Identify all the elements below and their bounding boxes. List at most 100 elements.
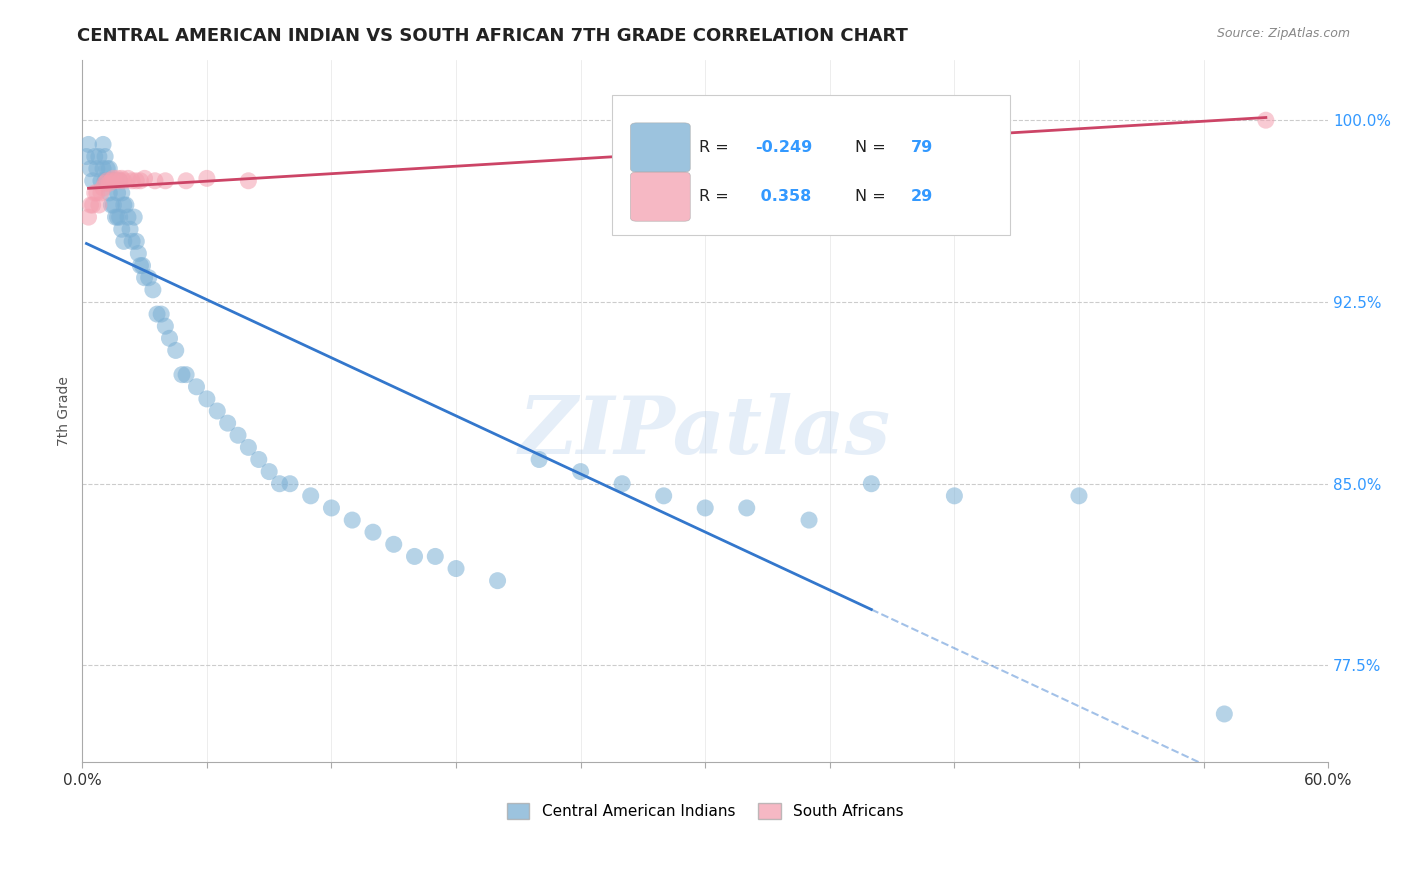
Point	[527, 452, 550, 467]
Text: N =: N =	[855, 189, 890, 204]
Point	[121, 235, 143, 249]
Point	[207, 404, 229, 418]
Point	[87, 149, 110, 163]
Text: N =: N =	[855, 140, 890, 155]
FancyBboxPatch shape	[630, 123, 690, 172]
Point	[86, 186, 108, 200]
Point	[131, 259, 153, 273]
Point	[108, 174, 131, 188]
Point	[82, 174, 104, 188]
Point	[79, 161, 101, 176]
Point	[444, 561, 467, 575]
Point	[96, 174, 118, 188]
Point	[195, 171, 218, 186]
Point	[108, 210, 131, 224]
Point	[269, 476, 291, 491]
Point	[299, 489, 322, 503]
Point	[217, 416, 239, 430]
Point	[107, 210, 129, 224]
Point	[77, 210, 100, 224]
Point	[94, 174, 117, 188]
Point	[79, 198, 101, 212]
Point	[134, 270, 156, 285]
Legend: Central American Indians, South Africans: Central American Indians, South Africans	[501, 797, 910, 825]
Point	[404, 549, 426, 564]
Point	[150, 307, 173, 321]
Point	[83, 186, 105, 200]
Point	[159, 331, 181, 345]
Point	[155, 319, 177, 334]
Point	[127, 246, 149, 260]
Point	[569, 465, 592, 479]
Point	[695, 500, 717, 515]
Point	[107, 171, 129, 186]
Point	[238, 441, 260, 455]
Point	[342, 513, 364, 527]
Point	[91, 161, 114, 176]
Point	[146, 307, 169, 321]
Point	[278, 476, 301, 491]
Point	[321, 500, 343, 515]
Point	[174, 174, 197, 188]
Point	[1067, 489, 1090, 503]
Text: -0.249: -0.249	[755, 140, 813, 155]
Point	[117, 171, 139, 186]
Text: 29: 29	[911, 189, 934, 204]
Point	[108, 174, 131, 188]
Point	[238, 174, 260, 188]
Point	[138, 270, 160, 285]
Point	[103, 198, 125, 212]
Point	[111, 186, 134, 200]
Point	[142, 283, 165, 297]
Point	[134, 171, 156, 186]
FancyBboxPatch shape	[630, 172, 690, 221]
Point	[91, 137, 114, 152]
Point	[186, 380, 208, 394]
Point	[91, 181, 114, 195]
Point	[143, 174, 166, 188]
Text: 79: 79	[911, 140, 934, 155]
Point	[100, 174, 122, 188]
Point	[486, 574, 509, 588]
Point	[94, 149, 117, 163]
Point	[165, 343, 187, 358]
Text: CENTRAL AMERICAN INDIAN VS SOUTH AFRICAN 7TH GRADE CORRELATION CHART: CENTRAL AMERICAN INDIAN VS SOUTH AFRICAN…	[77, 27, 908, 45]
Text: Source: ZipAtlas.com: Source: ZipAtlas.com	[1216, 27, 1350, 40]
Point	[797, 513, 820, 527]
Point	[735, 500, 758, 515]
Point	[77, 137, 100, 152]
Point	[860, 476, 883, 491]
Point	[652, 489, 675, 503]
Point	[195, 392, 218, 406]
Point	[174, 368, 197, 382]
Point	[98, 161, 121, 176]
Point	[83, 149, 105, 163]
Text: R =: R =	[699, 140, 734, 155]
Point	[103, 174, 125, 188]
Point	[122, 210, 145, 224]
Text: R =: R =	[699, 189, 734, 204]
Point	[104, 174, 127, 188]
Point	[361, 525, 384, 540]
Point	[117, 210, 139, 224]
Point	[257, 465, 280, 479]
Point	[98, 176, 121, 190]
Point	[103, 171, 125, 186]
Text: 0.358: 0.358	[755, 189, 811, 204]
Point	[247, 452, 270, 467]
Point	[1213, 706, 1236, 721]
Point	[90, 186, 112, 200]
Point	[382, 537, 405, 551]
Point	[129, 174, 152, 188]
Point	[96, 174, 118, 188]
Point	[111, 222, 134, 236]
Point	[75, 149, 97, 163]
Point	[94, 176, 117, 190]
Point	[104, 174, 127, 188]
Point	[943, 489, 966, 503]
Point	[111, 171, 134, 186]
Point	[112, 174, 135, 188]
Text: ZIPatlas: ZIPatlas	[519, 393, 891, 471]
Point	[100, 198, 122, 212]
Point	[115, 198, 138, 212]
